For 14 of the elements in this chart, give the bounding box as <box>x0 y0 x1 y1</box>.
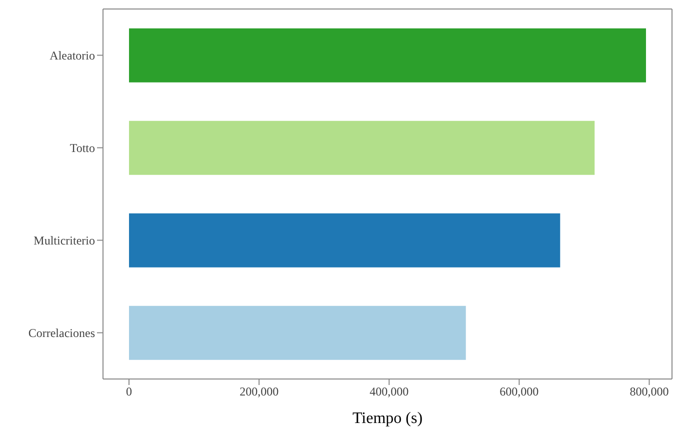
x-tick-label: 0 <box>126 384 132 399</box>
x-tick-label: 800,000 <box>630 384 669 399</box>
y-tick-label: Totto <box>70 141 95 156</box>
x-axis-title: Tiempo (s) <box>352 410 423 427</box>
y-tick-label: Multicriterio <box>34 234 95 248</box>
bar <box>129 28 646 82</box>
x-tick-label: 200,000 <box>240 384 279 399</box>
y-tick-label: Correlaciones <box>28 326 96 340</box>
x-tick-label: 600,000 <box>500 384 539 399</box>
y-tick-label: Aleatorio <box>50 48 95 63</box>
bar <box>129 213 560 268</box>
bar <box>129 120 595 175</box>
bar <box>129 306 466 360</box>
x-tick-label: 400,000 <box>370 384 409 399</box>
